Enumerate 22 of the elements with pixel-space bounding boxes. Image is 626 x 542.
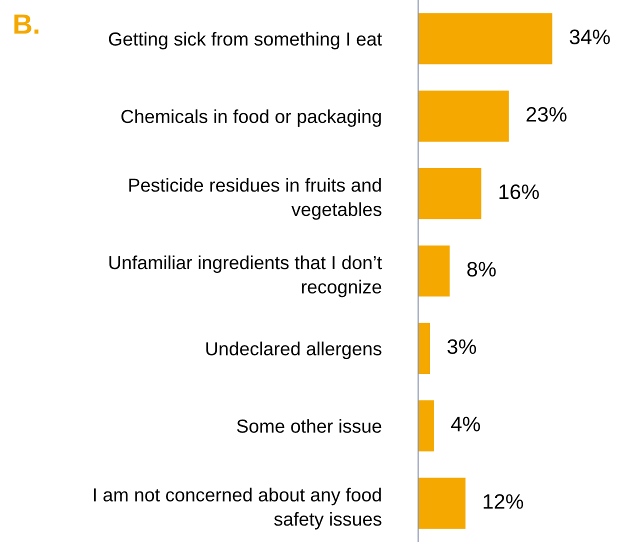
text: B. [14,14,38,34]
bar [418,168,482,220]
y-tick-label: Unfamiliar ingredients that I don’t recognize [109,255,382,298]
y-tick-label: Getting sick from something I eat [108,32,382,50]
bar [418,322,430,374]
bar [418,90,509,142]
data-label: 16% [500,184,539,200]
bar [418,400,434,452]
y-tick-label: Chemicals in food or packaging [121,109,381,127]
data-label: 12% [484,494,524,509]
bar [418,245,450,297]
y-tick-label: I am not concerned about any food safety issues [94,488,382,530]
data-label: 3% [447,339,476,354]
data-label: 4% [451,416,480,432]
y-tick-label: Undeclared allergens [206,342,382,360]
data-label: 34% [570,30,610,44]
y-tick-label: Some other issue [237,419,382,433]
y-tick-label: Pesticide residues in fruits and vegetables [129,178,382,220]
data-label: 8% [467,262,496,277]
data-label: 23% [526,106,566,122]
bar [418,478,466,529]
bar [418,13,552,64]
